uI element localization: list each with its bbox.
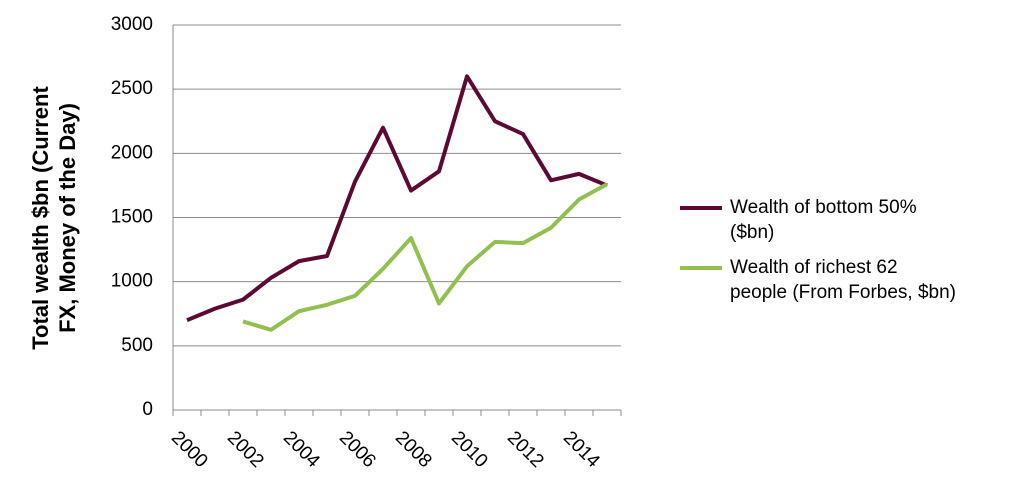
y-tick-label: 1500 (111, 207, 153, 228)
series-line (242, 182, 608, 332)
legend-label: Wealth of richest 62 people (From Forbes,… (730, 257, 956, 303)
series-line (186, 74, 608, 323)
legend-line: Wealth of richest 62 (730, 257, 898, 278)
x-tick-label: 2004 (279, 427, 324, 472)
legend-line: people (From Forbes, $bn) (730, 282, 956, 303)
y-tick-label: 0 (142, 399, 153, 420)
x-tick-label: 2008 (391, 427, 436, 472)
x-tick-label: 2012 (503, 427, 548, 472)
y-tick-label: 1000 (111, 271, 153, 292)
y-axis-label-line: FX, Money of the Day) (55, 103, 80, 333)
x-tick-label: 2006 (335, 427, 380, 472)
y-axis-label: Total wealth $bn (CurrentFX, Money of th… (28, 86, 80, 350)
legend-label: Wealth of bottom 50% ($bn) (730, 197, 917, 243)
legend-line: Wealth of bottom 50% (730, 197, 917, 218)
x-tick-label: 2014 (559, 427, 604, 472)
y-tick-label: 500 (121, 335, 153, 356)
legend-line: ($bn) (730, 222, 774, 243)
y-axis-label-line: Total wealth $bn (Current (28, 86, 53, 350)
x-tick-label: 2010 (447, 427, 492, 472)
y-tick-label: 2500 (111, 78, 153, 99)
x-tick-label: 2002 (223, 427, 268, 472)
y-tick-label: 3000 (111, 14, 153, 35)
y-tick-label: 2000 (111, 142, 153, 163)
x-tick-label: 2000 (167, 427, 212, 472)
